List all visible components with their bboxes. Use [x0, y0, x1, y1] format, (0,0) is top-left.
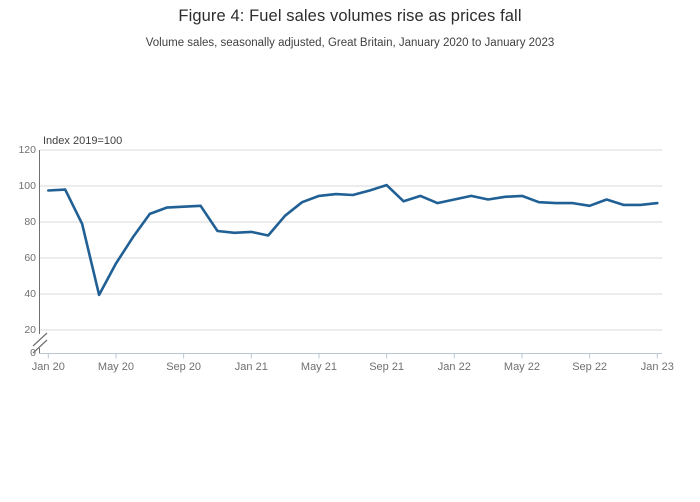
- y-axis-note: Index 2019=100: [43, 135, 123, 147]
- y-tick-label-120: 120: [18, 143, 36, 156]
- figure-subtitle: Volume sales, seasonally adjusted, Great…: [145, 37, 555, 49]
- x-tick-label-Jan 22: Jan 22: [437, 361, 471, 373]
- figure-title: Figure 4: Fuel sales volumes rise as pri…: [178, 7, 522, 25]
- data-line-fuel-sales: [46, 183, 659, 297]
- x-tick-label-Jan 23: Jan 23: [640, 361, 674, 373]
- y-tick-label-20: 20: [24, 323, 36, 336]
- x-tick-label-Sep 20: Sep 20: [166, 361, 202, 373]
- y-tick-label-80: 80: [24, 215, 36, 228]
- x-tick-label-May 20: May 20: [97, 361, 134, 373]
- x-tick-label-Jan 20: Jan 20: [31, 361, 65, 373]
- x-tick-label-Jan 21: Jan 21: [234, 361, 268, 373]
- x-tick-label-Sep 21: Sep 21: [369, 361, 405, 373]
- y-tick-label-60: 60: [24, 251, 36, 264]
- x-tick-label-May 22: May 22: [503, 361, 540, 373]
- axis-break-mark: [32, 332, 48, 347]
- y-tick-label-40: 40: [24, 287, 36, 300]
- y-tick-label-0: 0: [30, 347, 36, 359]
- y-tick-label-100: 100: [18, 179, 36, 192]
- axis-break-mark: [32, 339, 48, 354]
- x-tick-label-May 21: May 21: [300, 361, 337, 373]
- x-tick-label-Sep 22: Sep 22: [572, 361, 608, 373]
